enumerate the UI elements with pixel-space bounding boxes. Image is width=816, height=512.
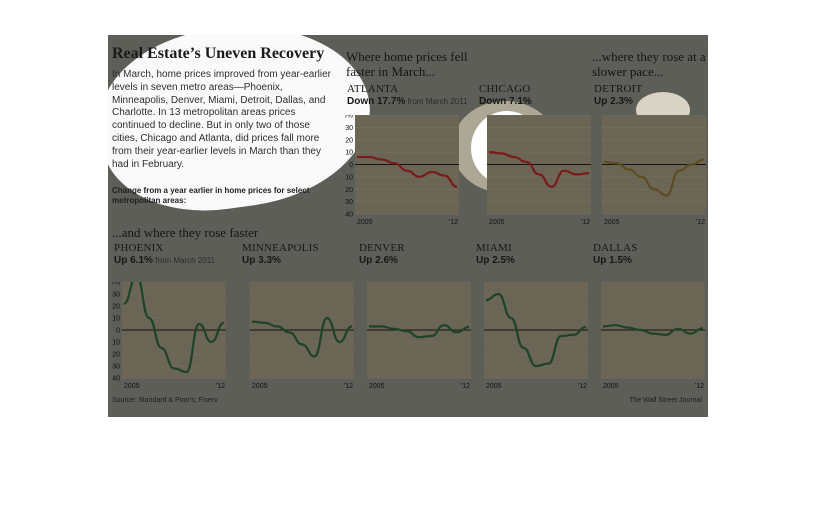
- panel-status: Down 7.1%: [479, 96, 532, 107]
- x-tick-label: '12: [578, 383, 587, 390]
- x-tick-label: '12: [344, 383, 353, 390]
- y-tick-label: -30: [345, 199, 353, 206]
- series-line: [357, 155, 458, 188]
- y-tick-label: -10: [112, 340, 120, 347]
- x-tick-label: '12: [449, 219, 458, 226]
- panel-status: Up 3.3%: [242, 255, 281, 266]
- y-tick-label: 10: [112, 316, 120, 323]
- y-tick-label: 30: [345, 125, 353, 132]
- panel-status-note: from March 2011: [152, 256, 216, 265]
- x-tick-label: '12: [696, 219, 705, 226]
- panel-title: CHICAGO: [479, 83, 531, 95]
- intro-paragraph: In March, home prices improved from year…: [112, 69, 331, 170]
- x-tick-label: 2005: [369, 383, 385, 390]
- y-tick-label: -10: [345, 174, 353, 181]
- panel-status-note: from March 2011: [405, 97, 468, 106]
- x-tick-label: 2005: [357, 219, 373, 226]
- y-tick-label: 0: [116, 328, 120, 335]
- panel-chart: 2005 '12: [602, 115, 706, 226]
- series-line: [368, 324, 470, 339]
- x-tick-label: '12: [581, 219, 590, 226]
- panel-title: PHOENIX: [114, 242, 164, 254]
- x-tick-label: 2005: [604, 219, 620, 226]
- panel-chart: 2005 '12: [250, 282, 354, 390]
- series-line: [485, 292, 587, 368]
- panel-title: MINNEAPOLIS: [242, 242, 319, 254]
- y-tick-label: 10: [345, 150, 353, 157]
- x-tick-label: '12: [216, 383, 225, 390]
- section-faster-fall: Where home prices fell faster in March..…: [346, 49, 468, 79]
- x-tick-label: '12: [461, 383, 470, 390]
- panel-title: ATLANTA: [347, 83, 399, 95]
- y-tick-label: 0: [349, 162, 353, 169]
- x-tick-label: 2005: [124, 383, 140, 390]
- panel-status: Up 1.5%: [593, 255, 632, 266]
- y-tick-label: -20: [112, 352, 120, 359]
- y-tick-label: 20: [345, 137, 353, 144]
- source-note: Source: Standard & Poor's; Fiserv: [112, 397, 218, 404]
- panel-chart: 2005 '12: [487, 115, 591, 226]
- y-tick-label: 20: [112, 304, 120, 311]
- series-line: [251, 316, 353, 358]
- y-tick-label: -30: [112, 364, 120, 371]
- chart-graphic: Real Estate’s Uneven Recovery In March, …: [108, 35, 708, 417]
- change-note: Change from a year earlier in home price…: [112, 186, 310, 205]
- panel-chart: 2005 '12: [484, 282, 588, 390]
- series-line: [123, 282, 225, 374]
- panel-status: Up 2.3%: [594, 96, 633, 107]
- panel-title: DENVER: [359, 242, 405, 254]
- section-faster-rise: ...and where they rose faster: [112, 225, 259, 240]
- y-tick-label: 30: [112, 292, 120, 299]
- series-line: [602, 324, 704, 336]
- panel-status: Up 6.1% from March 2011: [114, 255, 216, 266]
- panel-status: Down 17.7% from March 2011: [347, 96, 468, 107]
- panel-chart: 40% 30 20 10 0 -10 -20 -30 -40 2005 '12: [112, 282, 226, 390]
- y-tick-label: 40%: [345, 115, 353, 120]
- x-tick-label: 2005: [486, 383, 502, 390]
- section-slower-rise: ...where they rose at a slower pace...: [592, 49, 706, 79]
- y-tick-label: -40: [112, 376, 120, 383]
- y-tick-label: 40%: [112, 282, 120, 287]
- x-tick-label: 2005: [603, 383, 619, 390]
- x-tick-label: 2005: [489, 219, 505, 226]
- panel-chart: 2005 '12: [367, 282, 471, 390]
- series-line: [488, 151, 590, 188]
- series-line: [603, 158, 705, 197]
- credit-note: The Wall Street Journal: [629, 397, 702, 404]
- panel-status: Up 2.5%: [476, 255, 515, 266]
- graphic-title: Real Estate’s Uneven Recovery: [112, 45, 325, 62]
- panel-title: DALLAS: [593, 242, 638, 254]
- panel-title: MIAMI: [476, 242, 512, 254]
- y-tick-label: -20: [345, 187, 353, 194]
- x-tick-label: 2005: [252, 383, 268, 390]
- panel-status: Up 2.6%: [359, 255, 398, 266]
- panel-title: DETROIT: [594, 83, 643, 95]
- y-tick-label: -40: [345, 212, 353, 219]
- panel-chart: 40% 30 20 10 0 -10 -20 -30 -40 2005 '12: [345, 115, 459, 226]
- x-tick-label: '12: [695, 383, 704, 390]
- panel-chart: 2005 '12: [601, 282, 705, 390]
